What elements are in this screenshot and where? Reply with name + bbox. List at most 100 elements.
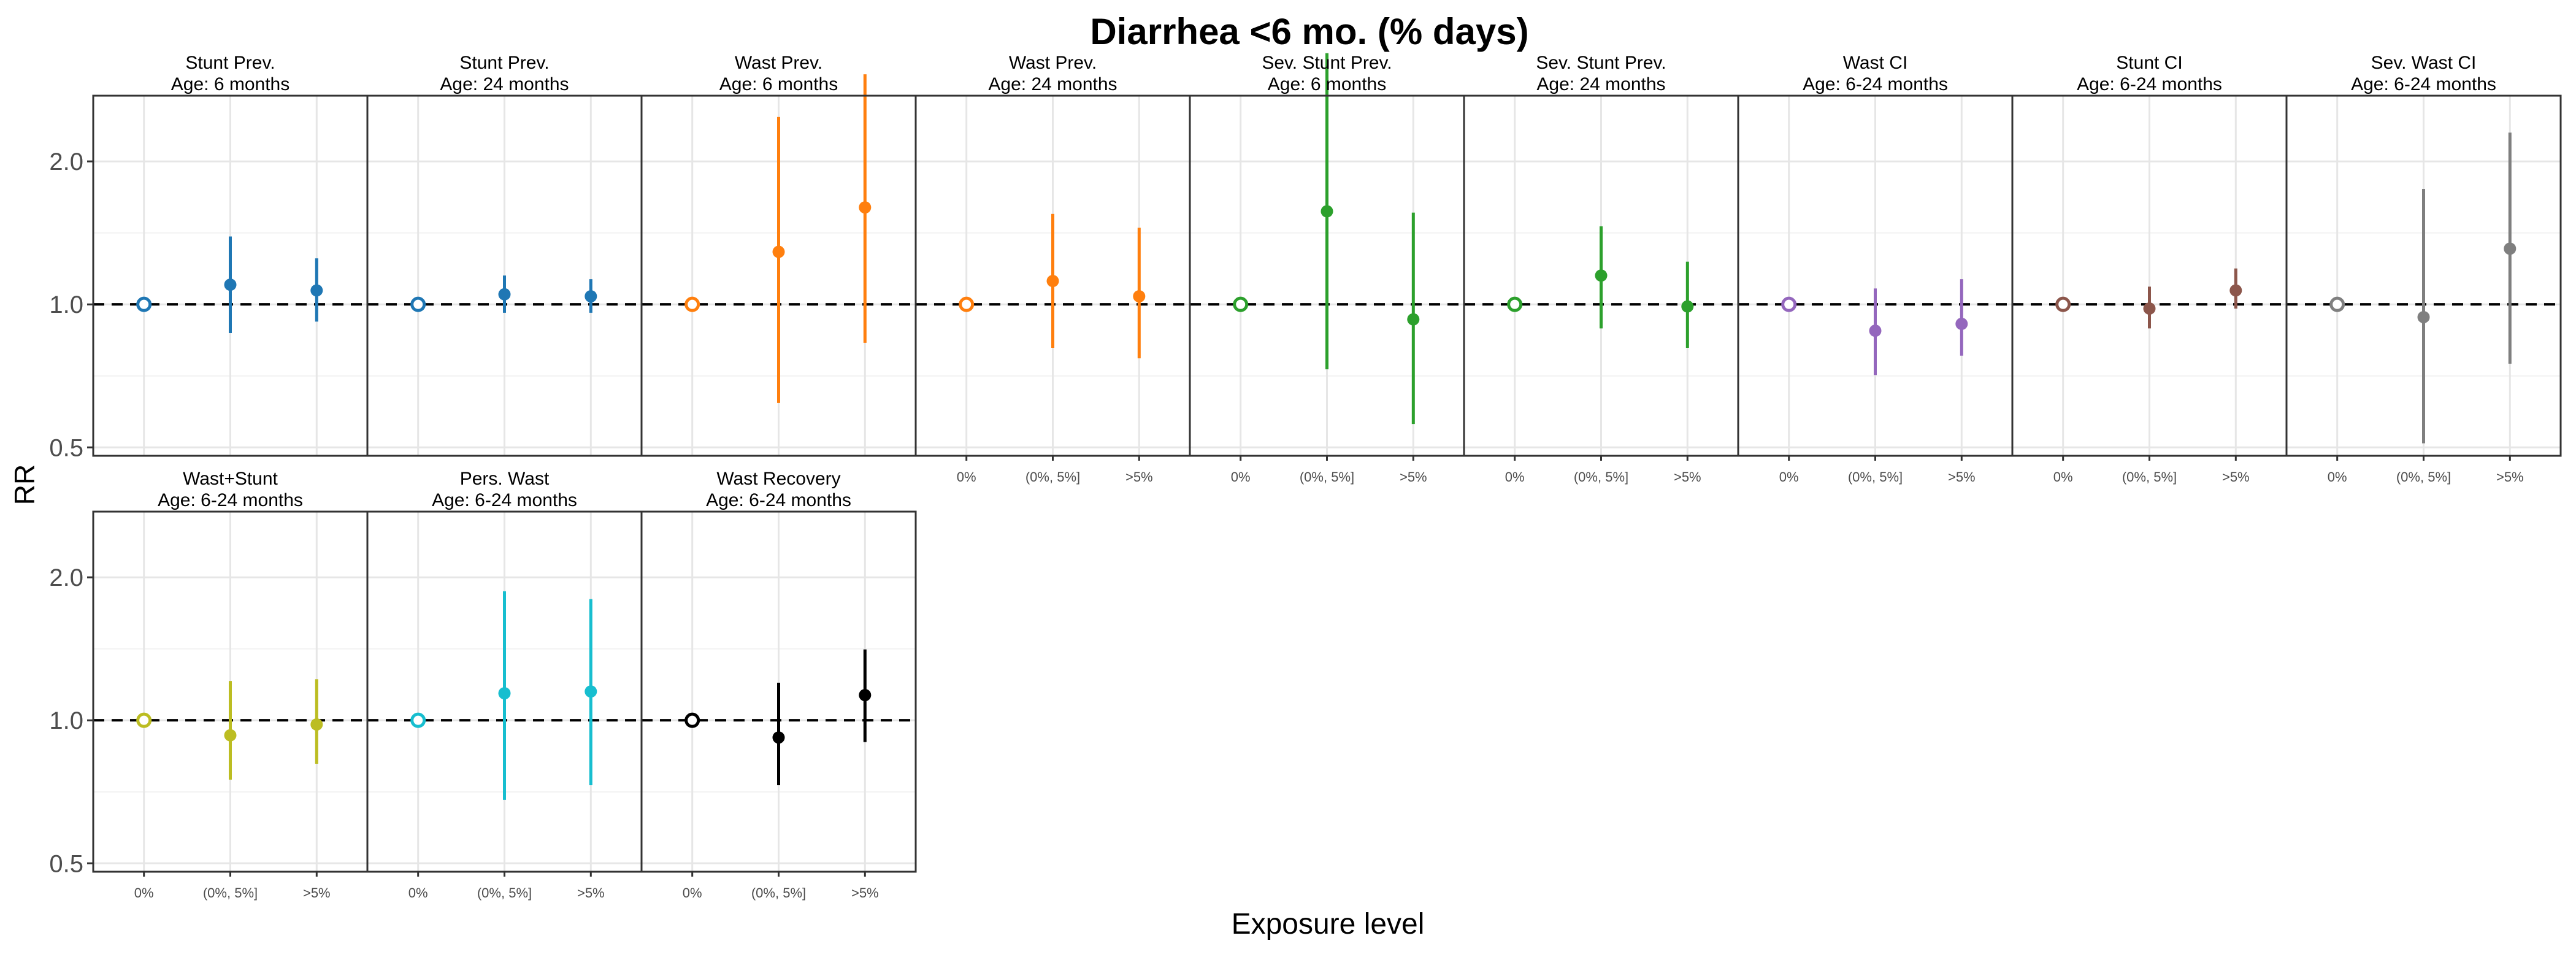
facet-panel: Wast Prev.Age: 6 months <box>640 53 917 457</box>
facet-title: Stunt Prev. <box>459 53 549 73</box>
x-tick-label: >5% <box>1674 469 1701 485</box>
estimate-point <box>310 718 323 731</box>
facet-subtitle: Age: 24 months <box>988 74 1117 94</box>
facet-subtitle: Age: 6-24 months <box>706 490 851 510</box>
reference-point <box>684 712 700 728</box>
facet-subtitle: Age: 6 months <box>1268 74 1386 94</box>
facet-panel: Wast Prev.Age: 24 months 0% (0%, 5%] >5% <box>914 53 1191 485</box>
x-tick-label: >5% <box>1400 469 1427 485</box>
facet-subtitle: Age: 24 months <box>1536 74 1665 94</box>
facet-panel: Sev. Stunt Prev.Age: 6 months 0% (0%, 5%] >… <box>1189 53 1465 485</box>
x-tick-label: (0%, 5%] <box>2122 469 2177 485</box>
estimate-point <box>498 687 511 700</box>
facet-panel: Sev. Stunt Prev.Age: 24 months 0% (0%, 5%]… <box>1463 53 1739 485</box>
x-tick-label: (0%, 5%] <box>1025 469 1080 485</box>
facet-title: Sev. Wast CI <box>2371 53 2477 73</box>
x-tick-label: >5% <box>303 885 331 901</box>
estimate-point <box>498 288 511 301</box>
estimate-point <box>2229 284 2242 297</box>
x-tick-label: (0%, 5%] <box>477 885 532 901</box>
reference-point <box>2055 296 2071 312</box>
x-tick-label: 0% <box>1779 469 1799 485</box>
y-tick-label: 2.0 <box>49 564 83 591</box>
facet-title: Wast Prev. <box>735 53 822 73</box>
facet-subtitle: Age: 6 months <box>719 74 838 94</box>
y-tick-label: 1.0 <box>49 707 83 734</box>
facet-panel: Stunt Prev.Age: 24 months <box>366 53 643 457</box>
x-tick-label: >5% <box>1948 469 1976 485</box>
x-tick-label: 0% <box>134 885 154 901</box>
estimate-point <box>1133 290 1146 302</box>
reference-point <box>136 712 152 728</box>
facet-title: Sev. Stunt Prev. <box>1536 53 1666 73</box>
facet-title: Pers. Wast <box>460 469 550 489</box>
facet-title: Stunt Prev. <box>185 53 275 73</box>
facet-panel: Stunt Prev.Age: 6 months 0.5 1.0 2.0 <box>49 53 369 461</box>
estimate-point <box>224 729 237 742</box>
estimate-point <box>585 290 597 302</box>
x-tick-label: 0% <box>1231 469 1251 485</box>
facet-subtitle: Age: 6-24 months <box>2077 74 2222 94</box>
facet-subtitle: Age: 6-24 months <box>432 490 577 510</box>
reference-point <box>136 296 152 312</box>
facet-subtitle: Age: 6 months <box>171 74 289 94</box>
x-tick-label: (0%, 5%] <box>203 885 258 901</box>
estimate-point <box>224 279 237 291</box>
reference-point <box>410 296 426 312</box>
estimate-point <box>585 685 597 698</box>
x-tick-label: >5% <box>577 885 605 901</box>
x-tick-label: 0% <box>1505 469 1525 485</box>
y-tick-label: 2.0 <box>49 148 83 175</box>
facet-subtitle: Age: 6-24 months <box>158 490 303 510</box>
x-tick-label: 0% <box>2328 469 2347 485</box>
estimate-point <box>859 689 872 702</box>
facet-title: Wast Recovery <box>716 469 840 489</box>
facet-title: Wast CI <box>1843 53 1908 73</box>
facet-title: Wast Prev. <box>1009 53 1097 73</box>
estimate-point <box>2143 302 2156 315</box>
estimate-point <box>1321 205 1333 218</box>
facet-title: Stunt CI <box>2116 53 2182 73</box>
x-tick-label: (0%, 5%] <box>751 885 806 901</box>
reference-point <box>410 712 426 728</box>
estimate-point <box>2417 310 2430 323</box>
x-tick-label: (0%, 5%] <box>1300 469 1354 485</box>
x-tick-label: >5% <box>851 885 879 901</box>
estimate-point <box>772 731 785 744</box>
facet-subtitle: Age: 6-24 months <box>1803 74 1948 94</box>
estimate-point <box>772 245 785 258</box>
x-tick-label: 0% <box>683 885 702 901</box>
facet-subtitle: Age: 24 months <box>440 74 569 94</box>
estimate-point <box>1407 313 1420 326</box>
estimate-point <box>859 201 872 214</box>
facet-title: Wast+Stunt <box>183 469 278 489</box>
x-tick-label: >5% <box>1125 469 1153 485</box>
reference-point <box>1233 296 1249 312</box>
x-tick-label: (0%, 5%] <box>1848 469 1903 485</box>
estimate-point <box>1681 300 1694 313</box>
x-tick-label: >5% <box>2222 469 2250 485</box>
estimate-point <box>1869 325 1882 337</box>
facet-title: Sev. Stunt Prev. <box>1262 53 1392 73</box>
reference-point <box>1781 296 1797 312</box>
estimate-point <box>1046 275 1059 288</box>
y-tick-label: 0.5 <box>49 850 83 877</box>
y-axis-label: RR <box>9 464 40 505</box>
facet-subtitle: Age: 6-24 months <box>2351 74 2496 94</box>
y-tick-label: 1.0 <box>49 291 83 318</box>
y-tick-label: 0.5 <box>49 434 83 461</box>
estimate-point <box>1955 317 1968 330</box>
reference-point <box>2329 296 2345 312</box>
x-tick-label: 0% <box>957 469 976 485</box>
x-tick-label: (0%, 5%] <box>2396 469 2451 485</box>
estimate-point <box>1595 269 1608 282</box>
x-tick-label: 0% <box>408 885 428 901</box>
